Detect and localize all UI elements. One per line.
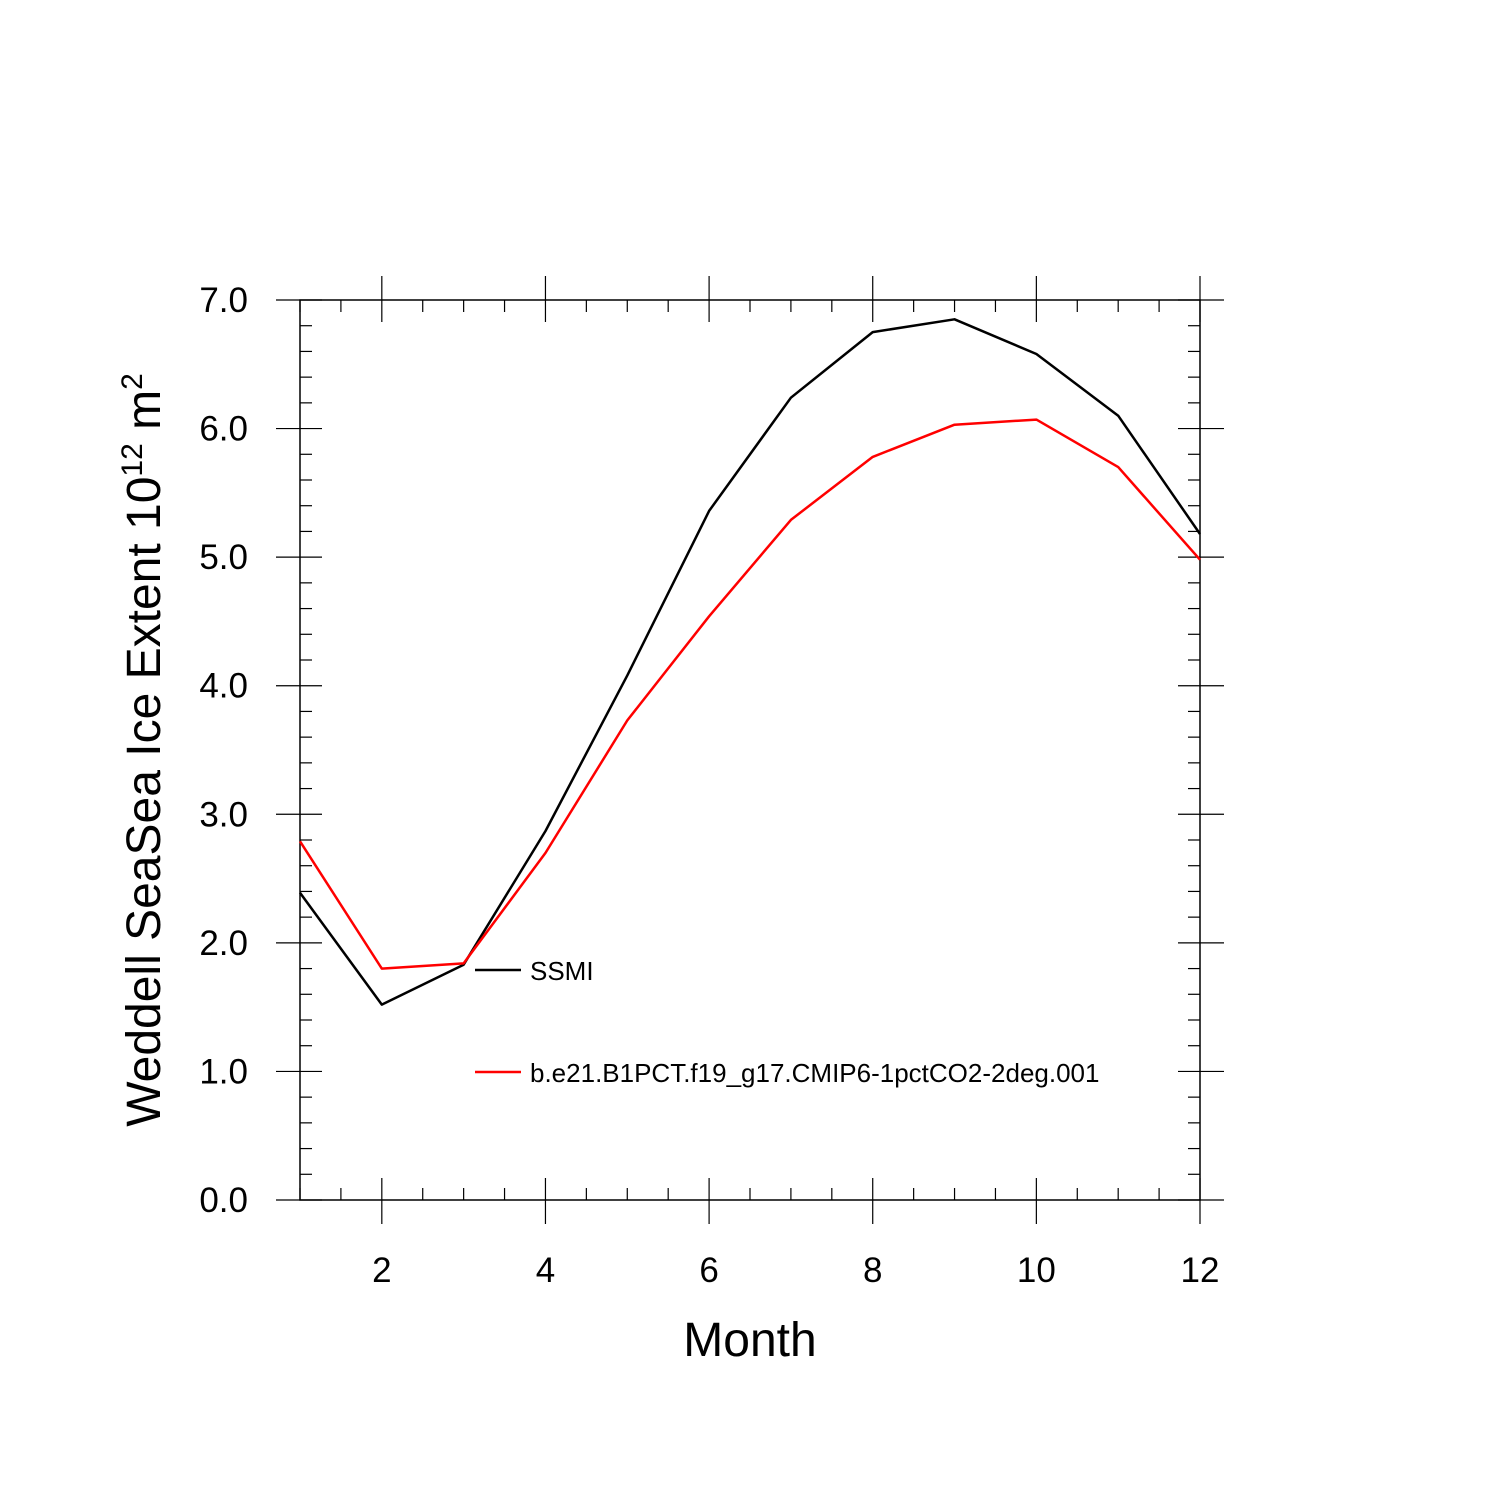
labels-layer: 0.0 1.0 2.0 3.0 4.0 5.0 6.0 7.0 2 4 6 8 10 12 xyxy=(199,281,1219,1290)
x-tick-label: 10 xyxy=(1017,1251,1056,1290)
y-axis-title: Weddell SeaSea Ice Extent 1012 m2 xyxy=(116,373,171,1127)
x-tick-label: 4 xyxy=(536,1251,555,1290)
ticks-layer xyxy=(276,276,1224,1224)
y-tick-label: 2.0 xyxy=(199,924,248,963)
y-axis-title-text: Weddell SeaSea Ice Extent 10 xyxy=(118,477,171,1127)
x-tick-label: 6 xyxy=(699,1251,718,1290)
y-tick-label: 7.0 xyxy=(199,281,248,320)
legend-label-2: b.e21.B1PCT.f19_g17.CMIP6-1pctCO2-2deg.0… xyxy=(530,1058,1099,1088)
y-axis-title-exponent: 12 xyxy=(116,443,149,476)
y-tick-label: 5.0 xyxy=(199,538,248,577)
y-tick-label: 0.0 xyxy=(199,1181,248,1220)
plot-frame xyxy=(299,299,1201,1201)
x-tick-label: 12 xyxy=(1181,1251,1220,1290)
series-line-1 xyxy=(298,318,1202,1006)
y-axis-title-unit-exponent: 2 xyxy=(116,373,149,390)
series-layer xyxy=(298,318,1202,1006)
y-tick-label: 4.0 xyxy=(199,667,248,706)
x-tick-label: 2 xyxy=(372,1251,391,1290)
y-tick-label: 1.0 xyxy=(199,1052,248,1091)
series-line-2 xyxy=(298,418,1201,970)
legend-label-1: SSMI xyxy=(530,956,594,986)
legend: SSMI b.e21.B1PCT.f19_g17.CMIP6-1pctCO2-2d… xyxy=(475,956,1099,1088)
y-axis-title-unit: m xyxy=(118,390,171,443)
x-axis-title: Month xyxy=(683,1314,816,1367)
y-tick-label: 6.0 xyxy=(199,410,248,449)
y-tick-label: 3.0 xyxy=(199,795,248,834)
x-tick-label: 8 xyxy=(863,1251,882,1290)
